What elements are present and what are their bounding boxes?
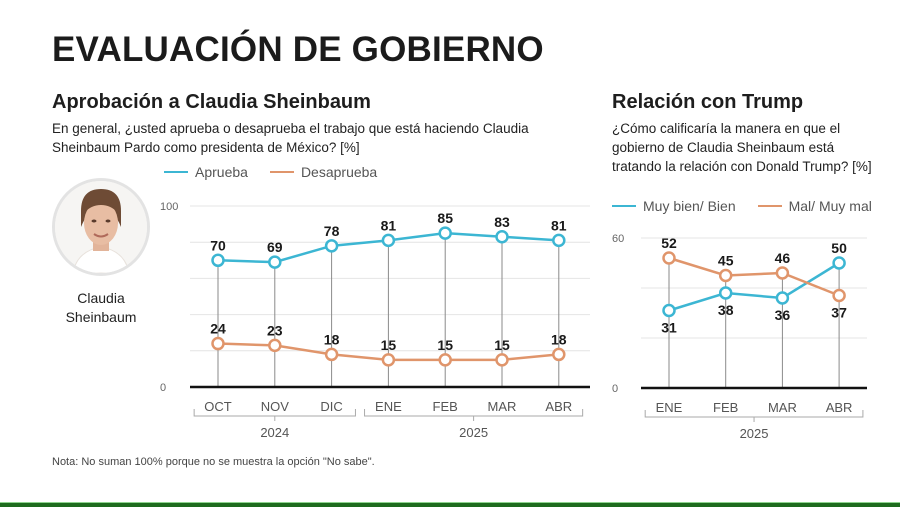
approval-data-point: [268, 338, 282, 353]
legend-item-bad: Mal/ Muy mal: [757, 198, 872, 214]
legend-swatch-good: [612, 205, 636, 207]
approval-data-point: [552, 347, 566, 362]
approval-xtick-label: ABR: [545, 399, 572, 414]
approval-year-label: 2025: [459, 425, 488, 440]
approval-ytick-label: 100: [160, 201, 178, 213]
approval-data-label: 81: [551, 217, 567, 233]
approval-data-label: 83: [494, 214, 510, 230]
legend-swatch-disapprove: [269, 171, 294, 173]
approval-data-point: [495, 230, 509, 244]
legend-item-good: Muy bien/ Bien: [612, 198, 736, 214]
approval-xtick-label: MAR: [488, 399, 517, 414]
approval-data-label: 15: [494, 337, 510, 353]
approval-data-label: 15: [437, 337, 453, 353]
brand-bottom-bar: [0, 502, 900, 507]
legend-item-disapprove: Desaprueba: [269, 164, 378, 180]
approval-legend: Aprueba Desaprueba: [164, 164, 399, 180]
approval-data-point: [552, 233, 566, 248]
person-name: Claudia Sheinbaum: [52, 289, 150, 327]
trump-legend: Muy bien/ Bien Mal/ Muy mal: [612, 198, 894, 214]
approval-data-label: 70: [210, 237, 226, 253]
portrait-avatar-icon: [52, 178, 150, 276]
approval-ytick-label: 0: [160, 382, 166, 394]
page-title: EVALUACIÓN DE GOBIERNO: [52, 30, 544, 69]
approval-data-point: [324, 239, 339, 253]
approval-data-point: [324, 347, 339, 362]
legend-swatch-approve: [164, 171, 188, 173]
legend-swatch-bad: [757, 205, 782, 207]
legend-label-approve: Aprueba: [195, 164, 248, 180]
approval-data-label: 18: [551, 331, 567, 347]
approval-xtick-label: ENE: [375, 399, 402, 414]
portrait-illustration: [55, 181, 147, 273]
approval-data-point: [438, 226, 452, 240]
legend-item-approve: Aprueba: [164, 164, 248, 180]
trump-section-title: Relación con Trump: [612, 91, 804, 113]
approval-data-point: [495, 353, 509, 367]
approval-question: En general, ¿usted aprueba o desaprueba …: [52, 121, 529, 155]
legend-label-bad: Mal/ Muy mal: [788, 198, 872, 214]
legend-label-good: Muy bien/ Bien: [643, 198, 736, 214]
approval-data-label: 85: [437, 210, 453, 226]
approval-xtick-label: DIC: [320, 399, 342, 414]
approval-xtick-label: NOV: [261, 399, 290, 414]
approval-xtick-label: OCT: [204, 399, 232, 414]
person-name-line2: Sheinbaum: [65, 309, 137, 325]
approval-data-point: [381, 233, 396, 248]
approval-section-title: Aprobación a Claudia Sheinbaum: [52, 91, 371, 113]
approval-data-label: 24: [210, 321, 226, 337]
approval-data-point: [381, 353, 396, 367]
trump-question: ¿Cómo calificaría la manera en que el go…: [612, 121, 872, 174]
approval-data-point: [268, 255, 282, 269]
footnote: Nota: No suman 100% porque no se muestra…: [52, 456, 375, 468]
person-name-line1: Claudia: [77, 290, 125, 306]
legend-label-disapprove: Desaprueba: [300, 164, 378, 180]
approval-data-label: 69: [267, 239, 283, 255]
approval-xtick-label: FEB: [433, 399, 458, 414]
approval-data-point: [438, 353, 452, 367]
approval-data-label: 78: [324, 223, 340, 239]
approval-data-point: [211, 336, 225, 351]
approval-data-label: 23: [267, 322, 283, 338]
approval-year-label: 2024: [260, 425, 289, 440]
approval-data-point: [211, 253, 225, 268]
approval-data-label: 15: [381, 337, 397, 353]
approval-data-label: 81: [381, 217, 397, 233]
approval-data-label: 18: [324, 331, 340, 347]
